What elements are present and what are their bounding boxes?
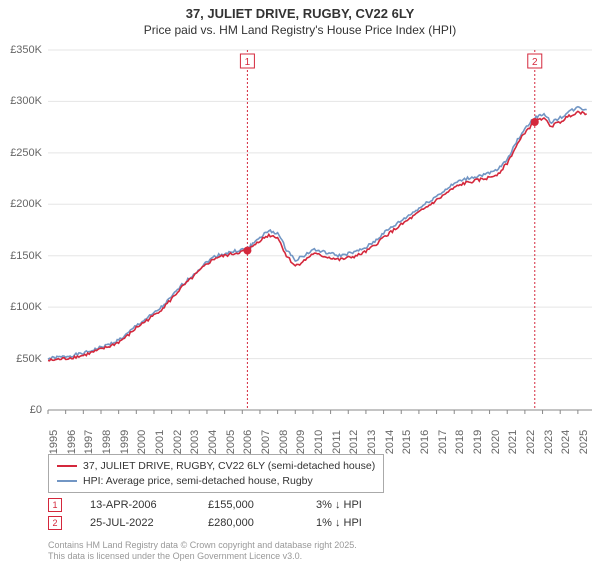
y-tick-label: £0	[30, 404, 42, 416]
chart-subtitle: Price paid vs. HM Land Registry's House …	[0, 23, 600, 37]
x-tick-label: 2004	[207, 430, 219, 454]
y-tick-label: £350K	[10, 44, 42, 56]
chart-plot: 12	[48, 50, 592, 410]
legend-label: HPI: Average price, semi-detached house,…	[83, 474, 313, 489]
x-tick-label: 2014	[384, 430, 396, 454]
x-tick-label: 2003	[189, 430, 201, 454]
transaction-date: 25-JUL-2022	[90, 517, 180, 529]
marker-point-2	[531, 118, 539, 126]
x-tick-label: 2024	[560, 430, 572, 454]
marker-point-1	[243, 247, 251, 255]
transaction-delta: 3% ↓ HPI	[316, 499, 362, 511]
transaction-row: 1 13-APR-2006 £155,000 3% ↓ HPI	[48, 496, 362, 514]
transaction-date: 13-APR-2006	[90, 499, 180, 511]
x-tick-label: 2006	[242, 430, 254, 454]
x-tick-label: 1996	[66, 430, 78, 454]
chart-title: 37, JULIET DRIVE, RUGBY, CV22 6LY	[0, 6, 600, 21]
x-tick-label: 2008	[278, 430, 290, 454]
x-tick-label: 2017	[437, 430, 449, 454]
x-tick-label: 2018	[454, 430, 466, 454]
x-tick-label: 2021	[507, 430, 519, 454]
y-axis: £0£50K£100K£150K£200K£250K£300K£350K	[0, 50, 46, 410]
y-tick-label: £200K	[10, 198, 42, 210]
x-tick-label: 2019	[472, 430, 484, 454]
x-tick-label: 1997	[83, 430, 95, 454]
x-tick-label: 2011	[331, 430, 343, 454]
legend-swatch	[57, 465, 77, 467]
x-tick-label: 2009	[295, 430, 307, 454]
x-tick-label: 2023	[543, 430, 555, 454]
legend-label: 37, JULIET DRIVE, RUGBY, CV22 6LY (semi-…	[83, 459, 375, 474]
y-tick-label: £50K	[16, 353, 42, 365]
x-tick-label: 2020	[490, 430, 502, 454]
transaction-marker: 1	[48, 498, 62, 512]
transaction-row: 2 25-JUL-2022 £280,000 1% ↓ HPI	[48, 514, 362, 532]
x-tick-label: 1995	[48, 430, 60, 454]
y-tick-label: £300K	[10, 95, 42, 107]
x-tick-label: 2002	[172, 430, 184, 454]
transaction-delta: 1% ↓ HPI	[316, 517, 362, 529]
x-tick-label: 1999	[119, 430, 131, 454]
transaction-price: £280,000	[208, 517, 288, 529]
transaction-price: £155,000	[208, 499, 288, 511]
y-tick-label: £100K	[10, 301, 42, 313]
legend-item: HPI: Average price, semi-detached house,…	[57, 474, 375, 489]
y-tick-label: £250K	[10, 147, 42, 159]
series-property	[48, 111, 587, 360]
footer-attribution: Contains HM Land Registry data © Crown c…	[48, 540, 357, 562]
svg-text:1: 1	[245, 57, 251, 68]
x-tick-label: 1998	[101, 430, 113, 454]
x-tick-label: 2007	[260, 430, 272, 454]
x-tick-label: 2000	[136, 430, 148, 454]
footer-line-2: This data is licensed under the Open Gov…	[48, 551, 357, 562]
legend-swatch	[57, 480, 77, 482]
footer-line-1: Contains HM Land Registry data © Crown c…	[48, 540, 357, 551]
series-hpi	[48, 107, 587, 360]
x-tick-label: 2016	[419, 430, 431, 454]
x-tick-label: 2001	[154, 430, 166, 454]
x-tick-label: 2005	[225, 430, 237, 454]
legend-item: 37, JULIET DRIVE, RUGBY, CV22 6LY (semi-…	[57, 459, 375, 474]
svg-text:2: 2	[532, 57, 538, 68]
x-tick-label: 2015	[401, 430, 413, 454]
x-tick-label: 2010	[313, 430, 325, 454]
x-tick-label: 2012	[348, 430, 360, 454]
transactions-table: 1 13-APR-2006 £155,000 3% ↓ HPI 2 25-JUL-2022…	[48, 496, 362, 532]
x-tick-label: 2022	[525, 430, 537, 454]
y-tick-label: £150K	[10, 250, 42, 262]
x-tick-label: 2013	[366, 430, 378, 454]
x-tick-label: 2025	[578, 430, 590, 454]
transaction-marker: 2	[48, 516, 62, 530]
legend: 37, JULIET DRIVE, RUGBY, CV22 6LY (semi-…	[48, 454, 384, 493]
x-axis: 1995 1996 1997 1998 1999 2000 2001 2002 2003 2004…	[48, 412, 592, 452]
